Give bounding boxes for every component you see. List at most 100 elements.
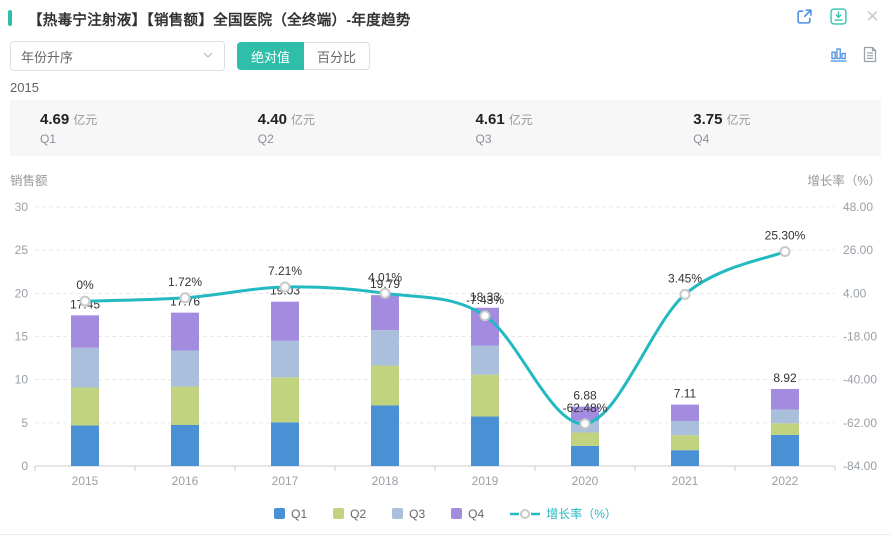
bar-segment-q1-2015[interactable] xyxy=(71,425,99,466)
x-axis-label: 2019 xyxy=(472,474,499,488)
right-axis-tick: 4.00 xyxy=(843,286,867,300)
bar-segment-q3-2018[interactable] xyxy=(371,330,399,366)
bar-segment-q2-2019[interactable] xyxy=(471,374,499,417)
legend-label: Q2 xyxy=(350,506,367,521)
toggle-percent-button[interactable]: 百分比 xyxy=(304,42,371,70)
trend-chart[interactable]: 销售额 增长率（%） 0 5 10 15 20 25 30 -84.00 -62.00 -40.0… xyxy=(0,165,891,535)
right-axis-tick: 26.00 xyxy=(843,243,873,257)
stat-q1-label: Q1 xyxy=(40,131,57,146)
legend-item-q2[interactable]: Q2 xyxy=(333,507,366,521)
legend-item-q1[interactable]: Q1 xyxy=(274,507,307,521)
growth-point-2022[interactable] xyxy=(779,246,791,258)
legend-item-q3[interactable]: Q3 xyxy=(392,507,425,521)
bar-segment-q3-2016[interactable] xyxy=(171,350,199,387)
growth-point-2015[interactable] xyxy=(79,295,91,307)
bar-total-label: 6.88 xyxy=(573,389,597,403)
bar-segment-q4-2017[interactable] xyxy=(271,301,299,341)
sort-order-value: 年份升序 xyxy=(21,49,74,65)
left-axis-tick: 10 xyxy=(15,373,29,387)
stat-q3-label: Q3 xyxy=(475,131,492,146)
growth-line xyxy=(83,250,787,426)
right-axis-title: 增长率（%） xyxy=(807,174,881,188)
growth-label: -7.43% xyxy=(466,293,504,307)
left-axis-tick: 20 xyxy=(15,286,29,300)
x-axis-label: 2016 xyxy=(172,474,199,488)
bar-segment-q2-2015[interactable] xyxy=(71,387,99,426)
stat-q3: 4.61 亿元 Q3 xyxy=(446,111,664,146)
bar-segment-q2-2017[interactable] xyxy=(271,377,299,423)
bar-segment-q1-2017[interactable] xyxy=(271,422,299,466)
stat-q2-unit: 亿元 xyxy=(290,112,315,127)
bar-segment-q4-2021[interactable] xyxy=(671,404,699,422)
bar-segment-q4-2018[interactable] xyxy=(371,295,399,331)
x-axis-label: 2022 xyxy=(772,474,799,488)
growth-label: 4.01% xyxy=(368,270,402,284)
growth-point-2021[interactable] xyxy=(679,288,691,300)
chart-legend: Q1 Q2 Q3 Q4 增长率（%） xyxy=(0,505,891,522)
bar-segment-q1-2018[interactable] xyxy=(371,405,399,466)
download-icon[interactable] xyxy=(830,8,847,25)
toggle-absolute-button[interactable]: 绝对值 xyxy=(237,42,305,70)
bar-chart-icon[interactable] xyxy=(829,46,848,63)
stat-q1-value: 4.69 xyxy=(40,110,70,128)
bar-segment-q3-2021[interactable] xyxy=(671,421,699,436)
left-axis-tick: 5 xyxy=(21,416,28,430)
bar-segment-q1-2021[interactable] xyxy=(671,450,699,466)
bar-segment-q2-2018[interactable] xyxy=(371,365,399,406)
bar-segment-q4-2015[interactable] xyxy=(71,315,99,348)
bar-total-label: 18.33 xyxy=(470,290,500,304)
bar-segment-q3-2019[interactable] xyxy=(471,345,499,375)
sort-order-select[interactable]: 年份升序 xyxy=(10,41,225,71)
bar-segment-q1-2022[interactable] xyxy=(771,434,799,466)
stat-q4-value: 3.75 xyxy=(693,110,723,128)
bar-segment-q3-2015[interactable] xyxy=(71,347,99,388)
stat-q2-value: 4.40 xyxy=(257,110,287,128)
bar-total-label: 7.11 xyxy=(674,387,697,401)
stat-q2-label: Q2 xyxy=(257,131,274,146)
bar-segment-q1-2019[interactable] xyxy=(471,416,499,466)
growth-point-2016[interactable] xyxy=(179,292,191,304)
bar-segment-q4-2022[interactable] xyxy=(771,388,799,410)
growth-point-2019[interactable] xyxy=(479,310,491,322)
legend-swatch-q3 xyxy=(392,508,404,519)
legend-line-icon xyxy=(510,508,541,519)
growth-point-2020[interactable] xyxy=(579,418,591,430)
x-axis-label: 2021 xyxy=(672,474,699,488)
stat-q4-label: Q4 xyxy=(693,131,710,146)
stat-q2: 4.40 亿元 Q2 xyxy=(228,111,446,146)
left-axis-tick: 25 xyxy=(15,243,29,257)
report-icon[interactable] xyxy=(862,46,881,63)
legend-label: Q1 xyxy=(291,506,308,521)
chevron-down-icon xyxy=(202,49,214,64)
legend-item-growth[interactable]: 增长率（%） xyxy=(510,505,617,522)
bar-segment-q2-2022[interactable] xyxy=(771,423,799,435)
growth-label: 25.30% xyxy=(765,229,806,243)
bar-segment-q4-2020[interactable] xyxy=(571,406,599,421)
bar-segment-q1-2016[interactable] xyxy=(171,424,199,466)
close-icon[interactable]: ✕ xyxy=(865,7,880,26)
bar-segment-q3-2022[interactable] xyxy=(771,409,799,424)
growth-point-2017[interactable] xyxy=(279,281,291,293)
right-axis-tick: -40.00 xyxy=(843,373,877,387)
legend-swatch-q1 xyxy=(274,508,286,519)
bar-segment-q1-2020[interactable] xyxy=(571,445,599,466)
value-mode-toggle: 绝对值 百分比 xyxy=(237,42,371,70)
bar-segment-q2-2020[interactable] xyxy=(571,432,599,446)
legend-growth-label: 增长率（%） xyxy=(546,507,617,521)
legend-item-q4[interactable]: Q4 xyxy=(451,507,484,521)
bar-segment-q4-2016[interactable] xyxy=(171,312,199,351)
growth-point-2018[interactable] xyxy=(379,287,391,299)
external-link-icon[interactable] xyxy=(796,8,813,25)
x-axis-label: 2015 xyxy=(72,474,99,488)
right-axis-tick: 48.00 xyxy=(843,200,873,214)
bar-segment-q2-2021[interactable] xyxy=(671,435,699,451)
left-axis-title: 销售额 xyxy=(10,174,48,188)
bar-segment-q3-2017[interactable] xyxy=(271,340,299,378)
growth-label: 3.45% xyxy=(668,271,702,285)
x-axis-label: 2017 xyxy=(272,474,299,488)
chart-canvas: 0 5 10 15 20 25 30 -84.00 -62.00 -40.00 -18.00 4.00… xyxy=(15,200,878,488)
bar-segment-q2-2016[interactable] xyxy=(171,386,199,425)
left-axis-tick: 30 xyxy=(15,200,29,214)
page-title: 【热毒宁注射液】【销售额】全国医院（全终端）-年度趋势 xyxy=(28,13,411,29)
